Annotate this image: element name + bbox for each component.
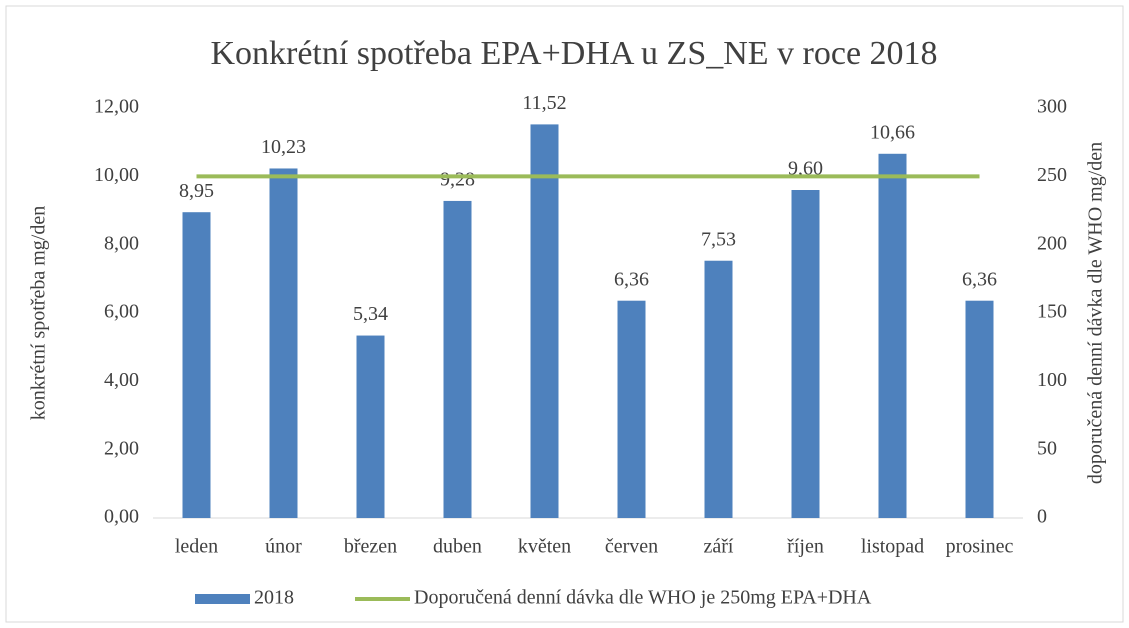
y-tick-label: 12,00 bbox=[94, 96, 139, 118]
data-label: 5,34 bbox=[353, 303, 388, 325]
x-tick-label: květen bbox=[518, 536, 571, 558]
y2-tick-label: 0 bbox=[1037, 506, 1047, 528]
y2-tick-label: 150 bbox=[1037, 301, 1067, 323]
y-axis-title: konkrétní spotřeba mg/den bbox=[28, 206, 50, 420]
legend-label: 2018 bbox=[254, 587, 294, 609]
y2-tick-label: 200 bbox=[1037, 232, 1067, 254]
data-label: 10,23 bbox=[261, 136, 306, 158]
y2-tick-label: 250 bbox=[1037, 164, 1067, 186]
bar bbox=[704, 260, 733, 518]
x-tick-label: duben bbox=[433, 536, 482, 558]
x-tick-label: září bbox=[704, 536, 734, 558]
y2-tick-label: 100 bbox=[1037, 369, 1067, 391]
data-label: 9,60 bbox=[788, 158, 823, 180]
x-tick-label: únor bbox=[265, 536, 302, 558]
y-tick-label: 2,00 bbox=[104, 437, 139, 459]
x-tick-label: říjen bbox=[787, 536, 824, 558]
x-tick-label: leden bbox=[175, 536, 218, 558]
data-label: 6,36 bbox=[614, 268, 649, 290]
bar bbox=[791, 190, 820, 518]
y-tick-label: 0,00 bbox=[104, 506, 139, 528]
y-tick-label: 10,00 bbox=[94, 164, 139, 186]
data-label: 8,95 bbox=[179, 180, 214, 202]
data-label: 6,36 bbox=[962, 268, 997, 290]
y-tick-label: 4,00 bbox=[104, 369, 139, 391]
legend-swatch bbox=[195, 594, 250, 604]
y2-tick-label: 50 bbox=[1037, 437, 1057, 459]
bar bbox=[965, 300, 994, 518]
x-tick-label: listopad bbox=[861, 536, 924, 558]
data-label: 9,28 bbox=[440, 169, 475, 191]
data-label: 11,52 bbox=[522, 92, 566, 114]
data-label: 10,66 bbox=[870, 121, 915, 143]
bar bbox=[443, 200, 472, 518]
data-label: 7,53 bbox=[701, 228, 736, 250]
bar bbox=[878, 153, 907, 519]
bar bbox=[269, 168, 298, 518]
y-tick-label: 8,00 bbox=[104, 232, 139, 254]
bar bbox=[617, 300, 646, 518]
x-tick-label: červen bbox=[605, 536, 658, 558]
x-tick-label: prosinec bbox=[946, 536, 1014, 558]
legend-label: Doporučená denní dávka dle WHO je 250mg … bbox=[414, 587, 872, 609]
y-tick-label: 6,00 bbox=[104, 301, 139, 323]
bar bbox=[530, 124, 559, 519]
chart-title: Konkrétní spotřeba EPA+DHA u ZS_NE v roc… bbox=[210, 35, 937, 72]
x-tick-label: březen bbox=[344, 536, 397, 558]
y2-axis-title: doporučená denní dávka dle WHO mg/den bbox=[1085, 142, 1107, 484]
bar bbox=[356, 335, 385, 518]
y2-tick-label: 300 bbox=[1037, 96, 1067, 118]
bar bbox=[182, 212, 211, 519]
